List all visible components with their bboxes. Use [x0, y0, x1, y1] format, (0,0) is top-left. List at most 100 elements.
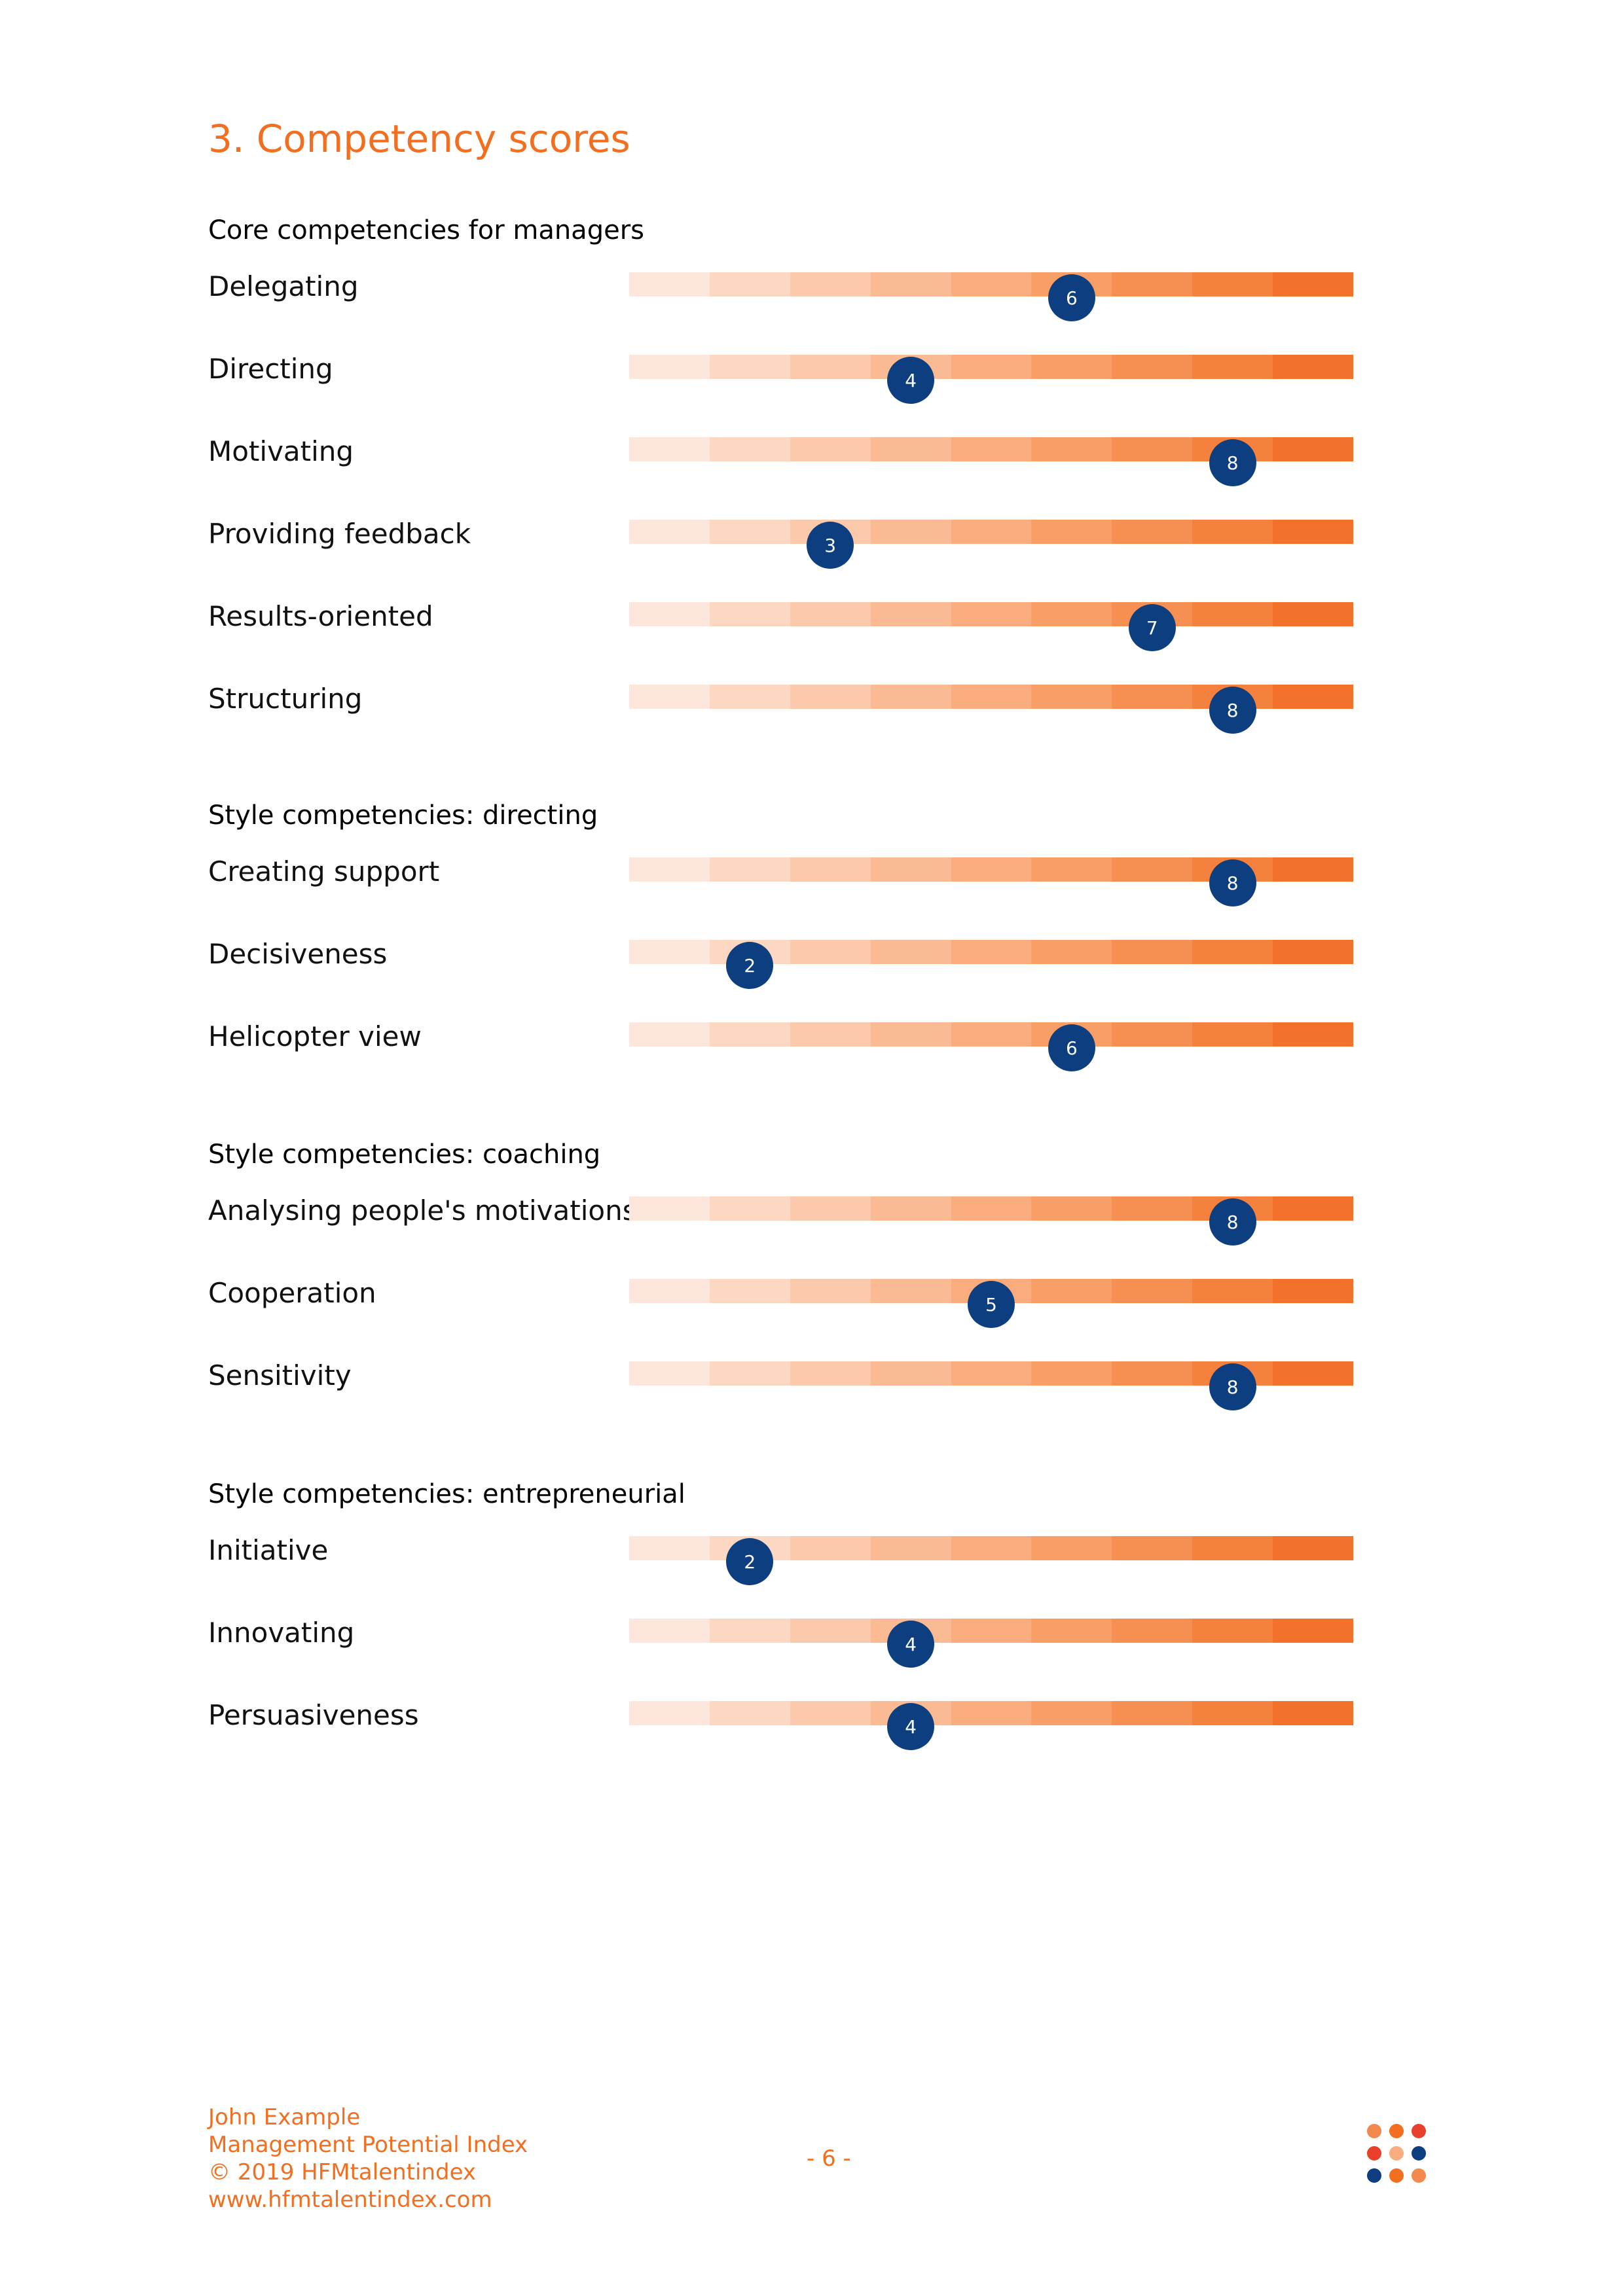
- scale-segment: [790, 272, 871, 296]
- scale-segment: [870, 685, 951, 709]
- competency-label: Initiative: [208, 1534, 329, 1566]
- footer-info: John Example Management Potential Index …: [208, 2104, 528, 2214]
- scale-segment: [1192, 1619, 1273, 1643]
- scale-segment: [709, 355, 790, 379]
- competency-row: Helicopter view 6: [208, 1009, 1387, 1091]
- scale-segment: [1273, 685, 1354, 709]
- scale-segment: [790, 355, 871, 379]
- scale-segment: [1031, 355, 1112, 379]
- score-marker: 8: [1209, 687, 1256, 734]
- score-scale: 8: [629, 1361, 1354, 1410]
- competency-label: Analysing people's motivations: [208, 1194, 637, 1227]
- scale-segment: [1273, 1196, 1354, 1221]
- scale-segment: [1273, 1279, 1354, 1303]
- scale-segment: [790, 1279, 871, 1303]
- scale-segment: [1112, 1619, 1193, 1643]
- score-marker: 3: [807, 522, 854, 569]
- scale-segment: [951, 940, 1032, 964]
- competency-label: Sensitivity: [208, 1359, 352, 1391]
- logo-dot: [1389, 2146, 1404, 2161]
- logo-dot: [1412, 2146, 1426, 2161]
- scale-segment: [1031, 685, 1112, 709]
- scale-segment: [790, 940, 871, 964]
- competency-row: Directing 4: [208, 341, 1387, 423]
- competency-row: Delegating 6: [208, 259, 1387, 341]
- score-scale: 4: [629, 1619, 1354, 1668]
- competency-label: Directing: [208, 353, 333, 385]
- competency-label: Delegating: [208, 270, 359, 302]
- competency-list: Delegating 6 Directing 4 Motivating 8 Providin…: [208, 259, 1387, 753]
- scale-segment: [870, 1361, 951, 1386]
- scale-segment: [870, 272, 951, 296]
- scale-segment: [709, 685, 790, 709]
- scale-segment: [1112, 940, 1193, 964]
- score-marker: 4: [887, 357, 935, 404]
- scale-segment: [870, 857, 951, 882]
- competency-list: Analysing people's motivations 8 Cooperati…: [208, 1183, 1387, 1430]
- scale-segment: [629, 437, 710, 461]
- scale-segment: [1112, 1022, 1193, 1047]
- scale-segment: [709, 602, 790, 626]
- score-scale: 8: [629, 857, 1354, 906]
- scale-segment: [629, 857, 710, 882]
- scale-segment: [951, 1536, 1032, 1560]
- scale-segment: [1031, 940, 1112, 964]
- score-marker: 5: [968, 1281, 1015, 1328]
- scale-segment: [1112, 355, 1193, 379]
- scale-segment: [1112, 857, 1193, 882]
- score-scale: 7: [629, 602, 1354, 651]
- scale-segment: [790, 1022, 871, 1047]
- scale-segment: [1031, 1536, 1112, 1560]
- scale-segment: [870, 940, 951, 964]
- scale-segment: [629, 1022, 710, 1047]
- scale-segment: [1112, 1279, 1193, 1303]
- scale-segment: [951, 602, 1032, 626]
- scale-segment: [629, 1279, 710, 1303]
- competency-label: Creating support: [208, 855, 440, 888]
- scale-segment: [951, 1701, 1032, 1725]
- section-core-competencies: Core competencies for managers Delegatin…: [208, 215, 1387, 753]
- score-scale: 4: [629, 355, 1354, 404]
- logo-dot: [1412, 2124, 1426, 2138]
- page-title: 3. Competency scores: [208, 117, 630, 161]
- scale-segment: [1031, 437, 1112, 461]
- scale-segment: [1112, 272, 1193, 296]
- scale-segment: [1031, 520, 1112, 544]
- scale-segment: [1031, 1361, 1112, 1386]
- scale-segment: [709, 272, 790, 296]
- scale-segment: [951, 1361, 1032, 1386]
- scale-segment: [1192, 1536, 1273, 1560]
- scale-segment: [790, 1361, 871, 1386]
- competency-row: Cooperation 5: [208, 1265, 1387, 1348]
- competency-label: Motivating: [208, 435, 354, 467]
- score-scale: 4: [629, 1701, 1354, 1750]
- scale-segment: [709, 1022, 790, 1047]
- scale-segment: [1112, 1536, 1193, 1560]
- scale-segment: [790, 437, 871, 461]
- scale-segment: [1112, 520, 1193, 544]
- score-scale: 3: [629, 520, 1354, 569]
- score-scale: 6: [629, 272, 1354, 321]
- scale-segment: [951, 355, 1032, 379]
- competency-label: Decisiveness: [208, 938, 388, 970]
- scale-segment: [870, 1279, 951, 1303]
- scale-segment: [629, 940, 710, 964]
- scale-segment: [629, 1536, 710, 1560]
- score-marker: 8: [1209, 1363, 1256, 1410]
- scale-segment: [629, 272, 710, 296]
- score-marker: 7: [1128, 604, 1176, 651]
- score-scale: 8: [629, 1196, 1354, 1246]
- scale-segment: [709, 1619, 790, 1643]
- scale-segment: [1273, 272, 1354, 296]
- score-marker: 2: [726, 1538, 774, 1585]
- competency-label: Structuring: [208, 683, 363, 715]
- score-scale: 6: [629, 1022, 1354, 1071]
- scale-segment: [1112, 437, 1193, 461]
- scale-segment: [709, 1701, 790, 1725]
- competency-row: Providing feedback 3: [208, 506, 1387, 588]
- score-scale: 8: [629, 685, 1354, 734]
- scale-segment: [629, 520, 710, 544]
- scale-segment: [790, 1701, 871, 1725]
- footer-copyright: © 2019 HFMtalentindex: [208, 2159, 477, 2185]
- competency-row: Initiative 2: [208, 1522, 1387, 1605]
